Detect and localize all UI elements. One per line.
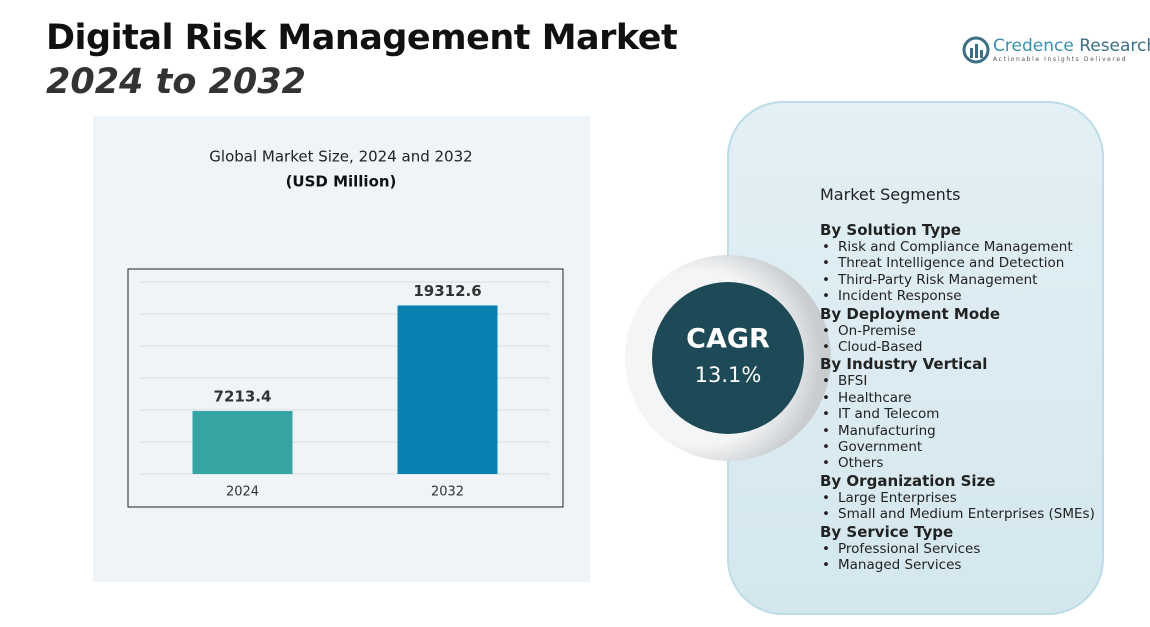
segment-list: Large EnterprisesSmall and Medium Enterp… [820,490,1095,523]
logo-name: Research [1079,36,1150,56]
plot-frame [127,268,564,508]
segment-list: Risk and Compliance ManagementThreat Int… [820,239,1095,305]
logo-tagline: Actionable Insights Delivered [993,56,1128,63]
segment-item: Others [822,455,1095,472]
segment-item: Cloud-Based [822,339,1095,356]
chart-subtitle: (USD Million) [286,173,397,191]
segment-item: Healthcare [822,390,1095,407]
segment-item: Small and Medium Enterprises (SMEs) [822,506,1095,523]
segment-item: Risk and Compliance Management [822,239,1095,256]
segment-item: Incident Response [822,288,1095,305]
segment-item: Manufacturing [822,423,1095,440]
chart-panel [93,116,590,582]
segment-heading: By Solution Type [820,221,962,239]
logo-name: Credence [993,36,1074,56]
segment-item: Threat Intelligence and Detection [822,255,1095,272]
value-label: 7213.4 [214,388,272,406]
segment-heading: By Organization Size [820,471,996,490]
segments: Market Segments By Solution TypeRisk and … [820,185,1095,574]
segment-list: On-PremiseCloud-Based [820,323,1095,356]
cagr-value: 13.1% [695,363,762,387]
segment-item: Professional Services [822,541,1095,558]
value-label: 19312.6 [413,282,481,300]
segment-item: BFSI [822,373,1095,390]
bar [192,411,293,474]
segment-heading: By Industry Vertical [820,355,988,374]
cagr-label: CAGR [686,324,770,355]
x-tick-label: 2032 [431,485,464,500]
segment-item: IT and Telecom [822,406,1095,423]
logo-icon [962,36,990,64]
segment-item: Large Enterprises [822,490,1095,507]
page-title: Digital Risk Management Market [46,18,678,58]
segment-item: Managed Services [822,557,1095,574]
segments-title: Market Segments [820,185,961,204]
segment-heading: By Service Type [820,522,954,541]
page-subtitle: 2024 to 2032 [46,62,306,102]
segment-item: Third-Party Risk Management [822,272,1095,289]
bar [397,305,498,474]
segment-item: On-Premise [822,323,1095,340]
segment-heading: By Deployment Mode [820,304,1001,323]
segment-list: Professional ServicesManaged Services [820,541,1095,574]
segment-item: Government [822,439,1095,456]
x-tick-label: 2024 [226,485,259,500]
segment-list: BFSIHealthcareIT and TelecomManufacturin… [820,373,1095,472]
cagr-circle [652,282,804,434]
chart-title: Global Market Size, 2024 and 2032 [209,148,472,166]
